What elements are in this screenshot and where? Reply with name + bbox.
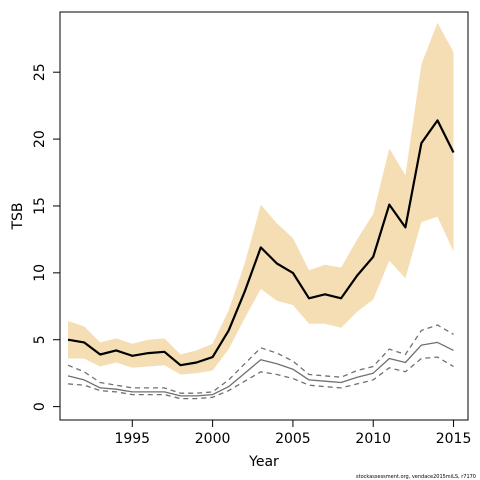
y-tick-label: 0 [32, 402, 48, 411]
tsb-confidence-band [68, 22, 454, 375]
y-tick-label: 20 [32, 130, 48, 148]
y-tick-label: 5 [32, 335, 48, 344]
x-axis-label: Year [248, 454, 279, 470]
ssb-upper-line [67, 324, 454, 394]
plot-frame [59, 11, 469, 421]
x-tick-label: 1995 [114, 431, 150, 447]
ssb-line [67, 341, 454, 397]
ssb-lower-line [67, 356, 454, 400]
y-tick-label: 25 [32, 63, 48, 81]
x-tick-label: 2005 [275, 431, 311, 447]
y-tick-label: 15 [32, 197, 48, 215]
source-footnote: stockassessment.org, vendace2015miLS, r7… [356, 474, 476, 480]
x-tick-label: 2000 [195, 431, 231, 447]
series-line-layer [67, 119, 455, 400]
x-axis: 1995 2000 2005 2010 2015 [114, 420, 471, 447]
x-tick-label: 2015 [436, 431, 472, 447]
confidence-band-layer [68, 22, 454, 375]
y-axis: 0 5 10 15 20 25 [32, 63, 60, 411]
tsb-line [67, 119, 455, 367]
y-tick-label: 10 [32, 264, 48, 282]
x-tick-label: 2010 [355, 431, 391, 447]
y-axis-label: TSB [10, 202, 26, 230]
